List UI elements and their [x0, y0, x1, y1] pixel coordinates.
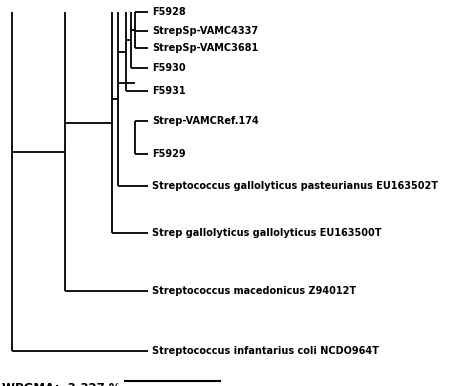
Text: Streptococcus infantarius coli NCDO964T: Streptococcus infantarius coli NCDO964T	[152, 346, 379, 356]
Text: F5928: F5928	[152, 7, 186, 17]
Text: Strep gallolyticus gallolyticus EU163500T: Strep gallolyticus gallolyticus EU163500…	[152, 228, 382, 238]
Text: WPGMA:  3.327 %: WPGMA: 3.327 %	[2, 382, 120, 386]
Text: F5929: F5929	[152, 149, 186, 159]
Text: Streptococcus macedonicus Z94012T: Streptococcus macedonicus Z94012T	[152, 286, 356, 296]
Text: Streptococcus gallolyticus pasteurianus EU163502T: Streptococcus gallolyticus pasteurianus …	[152, 181, 438, 191]
Text: F5931: F5931	[152, 86, 186, 96]
Text: StrepSp-VAMC3681: StrepSp-VAMC3681	[152, 43, 258, 53]
Text: StrepSp-VAMC4337: StrepSp-VAMC4337	[152, 26, 258, 36]
Text: Strep-VAMCRef.174: Strep-VAMCRef.174	[152, 116, 259, 126]
Text: F5930: F5930	[152, 63, 186, 73]
